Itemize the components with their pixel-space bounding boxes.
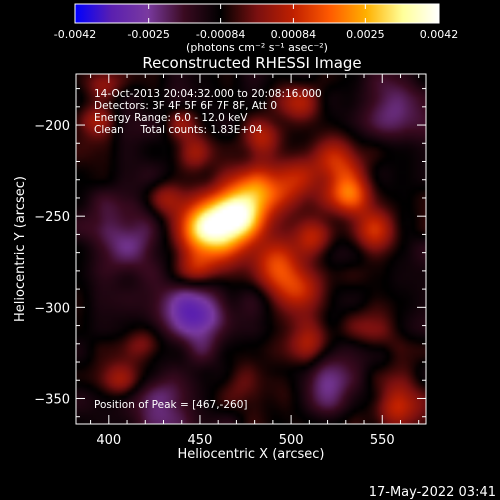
annotation-energy-range: Energy Range: 6.0 - 12.0 keV	[94, 112, 248, 124]
colorbar-ticks: -0.0042 -0.0025 -0.00084 0.00084 0.0025 0.004…	[54, 4, 458, 41]
colorbar-tick-label: 0.0025	[346, 28, 385, 41]
annotation-clean-counts: Clean Total counts: 1.83E+04	[94, 124, 263, 136]
plot-area: 400 450 500 550 −200 −250 −300 −350	[34, 73, 427, 448]
y-tick-label: −350	[34, 392, 70, 407]
x-axis-label: Heliocentric X (arcsec)	[178, 447, 325, 462]
y-axis-label: Heliocentric Y (arcsec)	[13, 176, 28, 322]
peak-position-label: Position of Peak = [467,-260]	[94, 399, 248, 411]
y-tick-label: −300	[34, 301, 70, 316]
colorbar-tick-label: 0.00084	[271, 28, 317, 41]
axis-ticks: 400 450 500 550 −200 −250 −300 −350	[34, 74, 426, 448]
colorbar-tick-label: -0.00084	[196, 28, 245, 41]
annotation-block: 14-Oct-2013 20:04:32.000 to 20:08:16.000…	[94, 88, 322, 136]
chart-title: Reconstructed RHESSI Image	[142, 54, 361, 72]
colorbar-units-label: (photons cm⁻² s⁻¹ asec⁻²)	[186, 41, 328, 54]
x-tick-label: 500	[279, 433, 304, 448]
annotation-time-range: 14-Oct-2013 20:04:32.000 to 20:08:16.000	[94, 88, 322, 100]
y-tick-label: −250	[34, 210, 70, 225]
colorbar-gradient	[74, 3, 440, 24]
colorbar-tick-label: 0.0042	[420, 28, 459, 41]
x-tick-label: 450	[188, 433, 213, 448]
colorbar: -0.0042 -0.0025 -0.00084 0.00084 0.0025 0.004…	[54, 3, 458, 54]
plot-frame	[75, 73, 427, 425]
x-tick-label: 400	[96, 433, 121, 448]
x-tick-label: 550	[370, 433, 395, 448]
heatmap-image	[76, 74, 426, 424]
colorbar-tick-label: -0.0042	[54, 28, 96, 41]
footer-timestamp: 17-May-2022 03:41	[369, 485, 496, 500]
colorbar-tick-label: -0.0025	[127, 28, 169, 41]
y-tick-label: −200	[34, 119, 70, 134]
annotation-detectors: Detectors: 3F 4F 5F 6F 7F 8F, Att 0	[94, 100, 277, 112]
